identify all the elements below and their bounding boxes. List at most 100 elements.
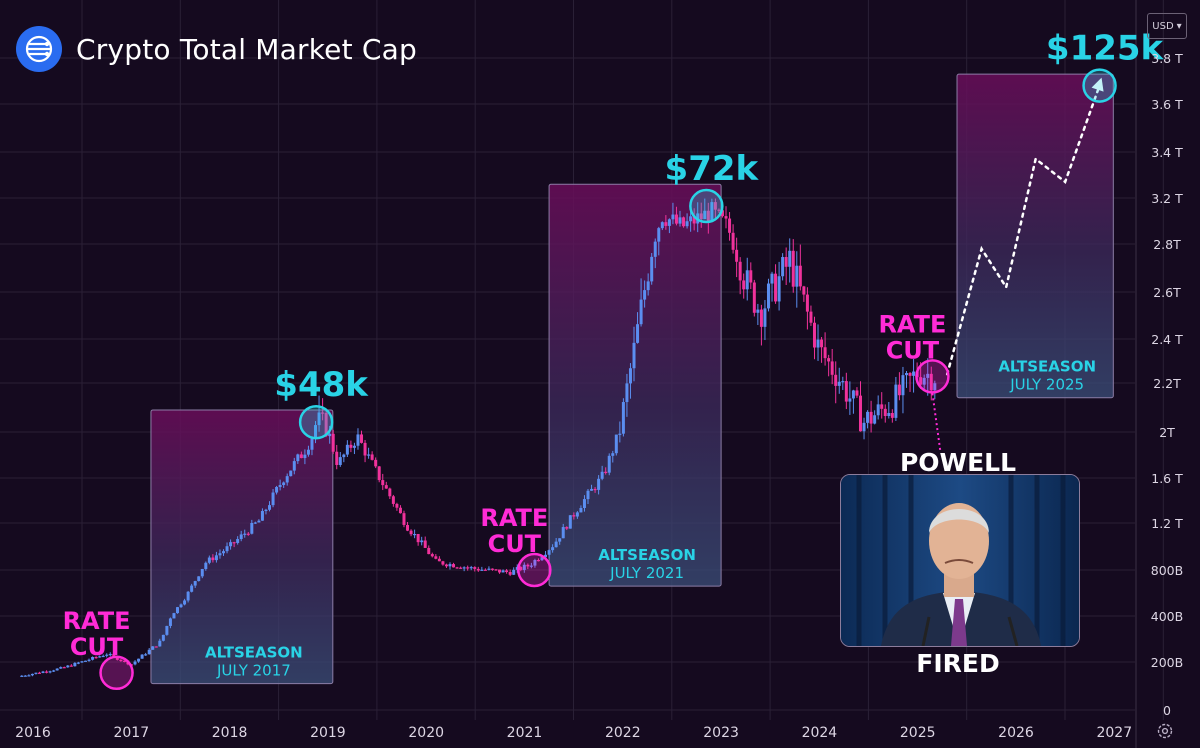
candle-body [207,557,211,563]
chevron-down-icon: ▾ [1176,20,1182,32]
candle-body [80,661,84,663]
candle-body [87,659,91,661]
candle-body [625,383,629,403]
candle-body [172,613,176,619]
candle-body [448,564,452,567]
candle-body [119,659,123,662]
candle-body [483,569,487,571]
candle-body [62,667,66,669]
peak-marker [298,404,334,440]
candle-body [264,509,268,511]
x-tick-label: 2026 [998,725,1034,741]
candle-body [653,241,657,257]
candle-body [423,540,427,548]
candle-body [69,665,73,667]
candle-body [176,607,180,614]
candle-body [278,485,282,487]
candle-body [781,257,785,277]
altseason-date: JULY 2017 [216,662,291,680]
candle-body [161,634,165,641]
candle-body [674,214,678,224]
y-tick-label: 800B [1151,563,1183,578]
candle-body [473,567,477,569]
chart-header: Crypto Total Market Cap [16,26,417,72]
powell-title: POWELL [900,448,1016,477]
candle-body [724,216,728,219]
candle-body [551,547,555,551]
x-tick-label: 2022 [605,725,641,741]
candle-body [413,533,417,536]
x-tick-label: 2017 [113,725,149,741]
rate-cut-label-line1: RATE [63,607,131,635]
rate-cut-label-line1: RATE [878,310,946,338]
candle-body [388,488,392,497]
candle-body [335,451,339,465]
candle-body [494,569,498,571]
candle-body [76,662,80,664]
candle-body [480,569,484,571]
candle-body [338,457,342,465]
candle-body [105,654,109,656]
candle-body [356,434,360,446]
candle-body [321,412,325,414]
candle-body [858,395,862,432]
candle-body [275,486,279,493]
candle-body [735,249,739,262]
candle-body [409,530,413,535]
candle-body [791,250,795,287]
rate-cut-marker [517,552,552,588]
y-tick-label: 3.2 T [1151,191,1183,206]
candle-body [529,565,533,567]
annotations: $48k$72k$125kRATECUTRATECUTRATECUTPOWELL… [63,29,1165,691]
candle-body [805,294,809,312]
candle-body [352,445,356,448]
candle-body [774,273,778,302]
candle-body [540,557,544,561]
candle-body [73,662,77,667]
candle-body [600,471,604,479]
candle-body [692,216,696,224]
candle-body [682,217,686,227]
candle-body [756,309,760,313]
candle-body [883,408,887,417]
y-tick-label: 400B [1151,609,1183,624]
projection-arrowhead [1091,77,1104,92]
candle-body [324,412,328,437]
candle-body [565,527,569,529]
candle-body [328,433,332,437]
candle-body [512,569,516,575]
candle-body [190,585,194,592]
candle-body [151,646,155,650]
x-tick-label: 2025 [900,725,936,741]
currency-selector[interactable]: USD ▾ [1147,13,1187,39]
gear-icon[interactable] [1156,722,1174,740]
candle-body [314,425,318,439]
candle-body [218,553,222,556]
candle-body [667,219,671,226]
candle-body [713,202,717,210]
candle-body [374,459,378,467]
y-tick-label: 2.2T [1153,376,1181,391]
candle-body [597,478,601,490]
candle-body [869,411,873,424]
candle-body [462,567,466,569]
rate-cut-label-line2: CUT [70,633,124,661]
x-tick-label: 2027 [1096,725,1132,741]
candle-body [809,311,813,323]
candle-body [671,214,675,220]
candle-body [561,527,565,539]
x-tick-label: 2018 [212,725,248,741]
candle-body [27,675,31,677]
candle-body [855,390,859,396]
candle-body [759,309,763,327]
candle-body [257,520,261,523]
candle-body [200,569,204,577]
peak-marker [1082,68,1117,103]
candle-body [752,282,756,313]
candle-body [766,283,770,309]
candle-body [926,373,930,378]
candle-body [547,550,551,555]
candle-body [285,476,289,483]
candle-body [23,675,27,677]
